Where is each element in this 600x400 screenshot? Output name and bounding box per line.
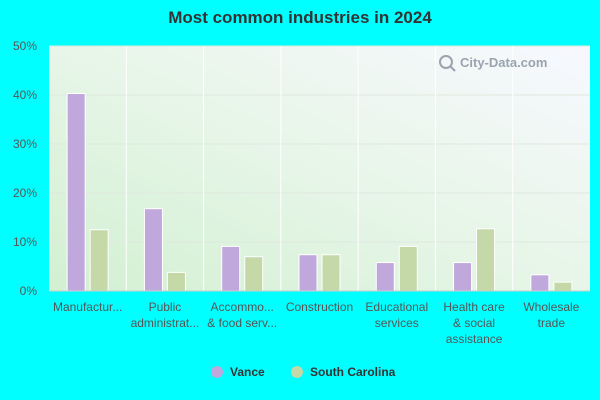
- bar-vance[interactable]: [375, 262, 395, 292]
- bars: [66, 93, 573, 292]
- bar-vance[interactable]: [530, 274, 550, 292]
- legend-swatch: [291, 366, 303, 378]
- bar-south-carolina[interactable]: [321, 254, 341, 292]
- category-label: Educational: [365, 300, 428, 314]
- category-label: administrat...: [131, 316, 200, 330]
- y-axis: 0% 10% 20% 30% 40% 50%: [13, 39, 37, 298]
- bar-south-carolina[interactable]: [244, 256, 264, 292]
- y-tick-label: 10%: [13, 235, 37, 249]
- x-axis: Manufactur... Public administrat... Accommo…: [49, 290, 590, 346]
- y-tick-label: 0%: [20, 284, 38, 298]
- category-label: assistance: [446, 332, 503, 346]
- y-tick-label: 30%: [13, 137, 37, 151]
- bar-south-carolina[interactable]: [166, 271, 186, 292]
- bar-south-carolina[interactable]: [476, 228, 496, 292]
- bar-vance[interactable]: [221, 245, 241, 292]
- category-label: services: [375, 316, 419, 330]
- y-tick-label: 20%: [13, 186, 37, 200]
- category-label: Construction: [286, 300, 353, 314]
- category-label: & social: [453, 316, 495, 330]
- bar-south-carolina[interactable]: [89, 229, 109, 292]
- grid-lines: [49, 45, 590, 291]
- bar-vance[interactable]: [453, 262, 473, 292]
- legend-swatch: [211, 366, 223, 378]
- category-label: Manufactur...: [53, 300, 122, 314]
- category-label: Public: [149, 300, 182, 314]
- bar-south-carolina[interactable]: [553, 281, 573, 292]
- legend-label: Vance: [230, 365, 265, 379]
- category-label: trade: [538, 316, 566, 330]
- plot-background: [49, 46, 590, 291]
- category-label: Wholesale: [523, 300, 579, 314]
- magnifier-icon: [439, 55, 456, 72]
- bar-vance[interactable]: [143, 208, 163, 292]
- y-tick-label: 50%: [13, 39, 37, 53]
- legend-label: South Carolina: [310, 365, 396, 379]
- y-tick-label: 40%: [13, 88, 37, 102]
- category-label: & food serv...: [207, 316, 277, 330]
- watermark: City-Data.com: [439, 55, 547, 72]
- category-label: Accommo...: [211, 300, 274, 314]
- bar-vance[interactable]: [298, 254, 318, 292]
- bar-vance[interactable]: [66, 93, 86, 292]
- legend: Vance South Carolina: [211, 365, 396, 379]
- bar-south-carolina[interactable]: [398, 245, 418, 292]
- watermark-text: City-Data.com: [460, 55, 547, 70]
- chart-title: Most common industries in 2024: [168, 8, 432, 27]
- category-label: Health care: [443, 300, 505, 314]
